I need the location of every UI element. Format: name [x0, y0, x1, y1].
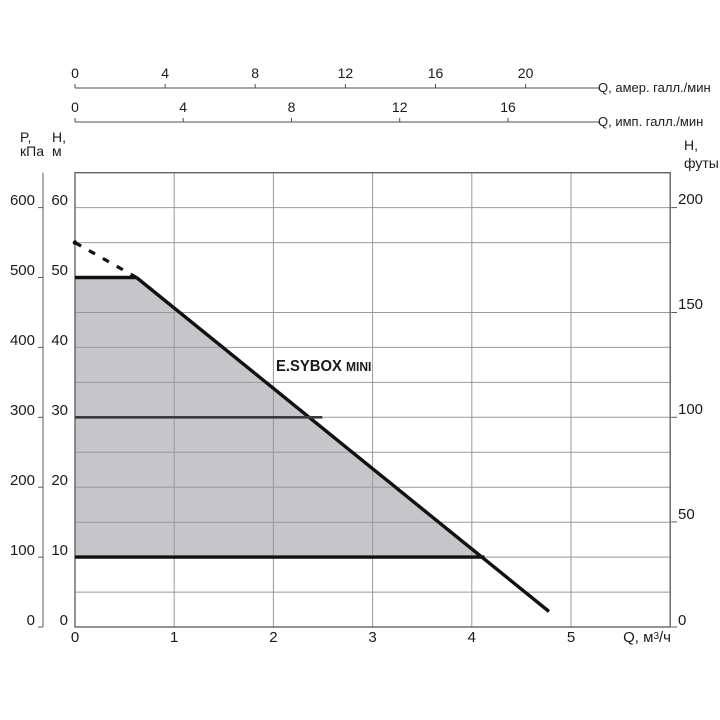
svg-text:0: 0 — [60, 612, 68, 629]
svg-text:Q, амер. галл./мин: Q, амер. галл./мин — [598, 80, 711, 95]
svg-text:400: 400 — [10, 332, 35, 349]
svg-text:50: 50 — [678, 506, 695, 523]
svg-text:8: 8 — [251, 65, 259, 81]
svg-text:0: 0 — [71, 99, 79, 115]
svg-text:30: 30 — [51, 402, 68, 419]
svg-text:4: 4 — [161, 65, 169, 81]
svg-text:кПа: кПа — [20, 143, 44, 159]
svg-text:100: 100 — [10, 542, 35, 559]
svg-text:H,: H, — [684, 137, 698, 153]
svg-text:3: 3 — [368, 629, 376, 646]
svg-text:16: 16 — [428, 65, 444, 81]
svg-text:0: 0 — [71, 629, 79, 646]
svg-text:40: 40 — [51, 332, 68, 349]
svg-text:150: 150 — [678, 296, 703, 313]
svg-text:1: 1 — [170, 629, 178, 646]
svg-text:Q, м3/ч: Q, м3/ч — [623, 629, 671, 646]
svg-text:200: 200 — [10, 472, 35, 489]
svg-text:0: 0 — [678, 612, 686, 629]
svg-text:50: 50 — [51, 262, 68, 279]
svg-text:E.SYBOX MINI: E.SYBOX MINI — [276, 358, 371, 376]
svg-text:12: 12 — [392, 99, 408, 115]
svg-text:12: 12 — [338, 65, 354, 81]
svg-text:Q, имп. галл./мин: Q, имп. галл./мин — [598, 114, 703, 129]
svg-text:10: 10 — [51, 542, 68, 559]
svg-text:8: 8 — [288, 99, 296, 115]
svg-text:60: 60 — [51, 192, 68, 209]
svg-text:100: 100 — [678, 401, 703, 418]
svg-text:футы: футы — [684, 155, 719, 171]
svg-text:4: 4 — [179, 99, 187, 115]
svg-text:5: 5 — [567, 629, 575, 646]
svg-text:20: 20 — [518, 65, 534, 81]
svg-text:600: 600 — [10, 192, 35, 209]
svg-text:20: 20 — [51, 472, 68, 489]
svg-text:2: 2 — [269, 629, 277, 646]
svg-text:м: м — [52, 143, 62, 159]
svg-text:0: 0 — [27, 612, 35, 629]
svg-text:300: 300 — [10, 402, 35, 419]
svg-text:0: 0 — [71, 65, 79, 81]
svg-text:4: 4 — [468, 629, 476, 646]
svg-text:16: 16 — [500, 99, 516, 115]
svg-text:500: 500 — [10, 262, 35, 279]
svg-text:200: 200 — [678, 191, 703, 208]
